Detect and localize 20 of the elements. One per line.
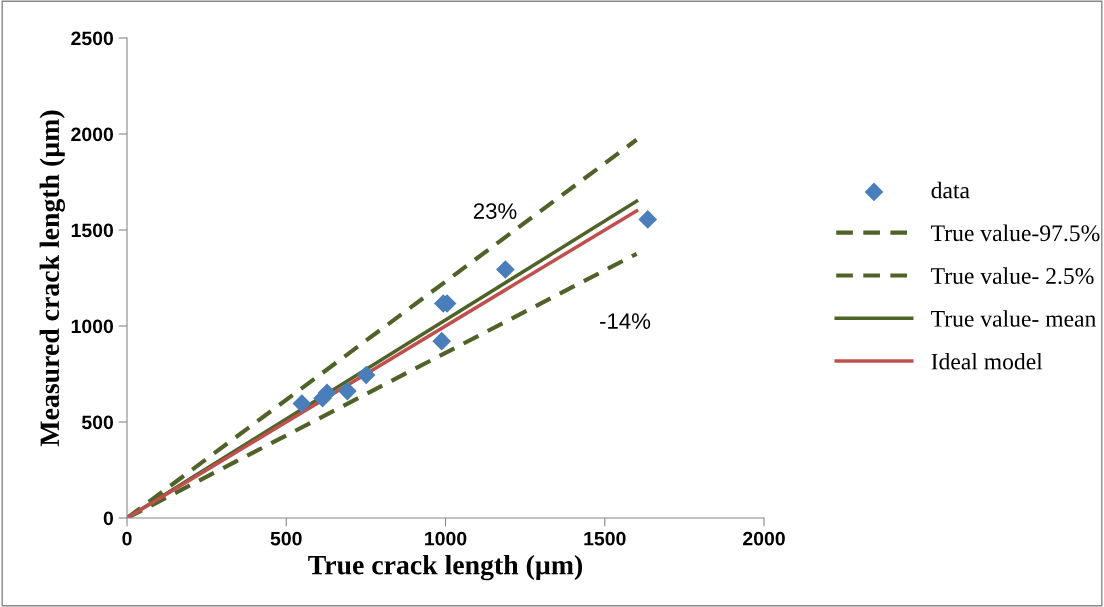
y-tick-label: 1500 [71, 223, 114, 238]
x-tick-label: 0 [122, 531, 132, 546]
legend-label: True value- 2.5% [931, 267, 1094, 285]
x-tick-label: 1000 [425, 531, 467, 546]
y-tick-label: 0 [103, 511, 114, 526]
y-axis-title: Measured crack length (µm) [39, 110, 65, 447]
x-tick-label: 2000 [743, 531, 785, 546]
y-tick-label: 1000 [71, 319, 114, 334]
y-tick-label: 500 [81, 415, 114, 430]
legend-label: True value-97.5% [931, 224, 1100, 242]
annotation: 23% [473, 203, 517, 219]
x-axis-title: True crack length (µm) [308, 554, 583, 581]
legend-label: True value- mean [931, 310, 1096, 327]
annotation: -14% [600, 313, 651, 329]
y-tick-label: 2000 [71, 127, 114, 142]
legend-label: data [931, 181, 970, 199]
x-tick-label: 1500 [584, 531, 626, 546]
legend-label: Ideal model [931, 352, 1043, 370]
x-tick-label: 500 [270, 531, 302, 546]
y-tick-label: 2500 [71, 31, 114, 46]
